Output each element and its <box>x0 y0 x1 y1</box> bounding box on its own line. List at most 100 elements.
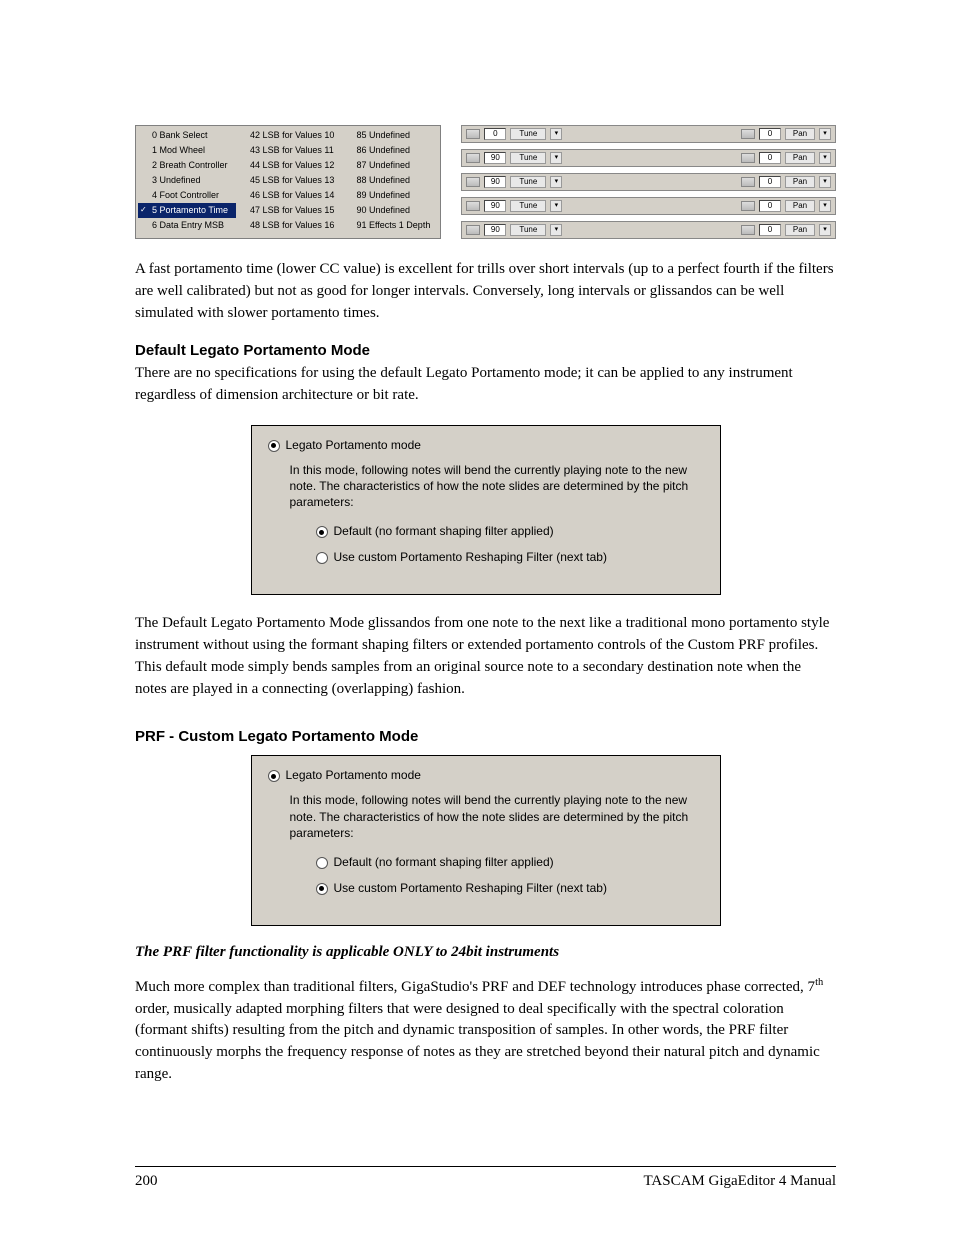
radio-icon <box>316 857 328 869</box>
cc-list-item[interactable]: 5 Portamento Time <box>138 203 236 218</box>
pan-slider[interactable] <box>741 153 755 163</box>
page-number: 200 <box>135 1173 158 1190</box>
cc-list-item[interactable]: 2 Breath Controller <box>138 158 236 173</box>
manual-title: TASCAM GigaEditor 4 Manual <box>643 1173 836 1190</box>
heading-default-mode: Default Legato Portamento Mode <box>135 342 836 359</box>
tune-value[interactable]: 90 <box>484 224 506 236</box>
heading-prf-mode: PRF - Custom Legato Portamento Mode <box>135 728 836 745</box>
ui-box-prf-mode: Legato Portamento mode In this mode, fol… <box>251 755 721 926</box>
pan-value[interactable]: 0 <box>759 128 781 140</box>
custom-prf-option-radio[interactable]: Use custom Portamento Reshaping Filter (… <box>316 550 704 564</box>
tune-value[interactable]: 90 <box>484 200 506 212</box>
cc-list-item[interactable]: 90 Undefined <box>342 203 438 218</box>
cc-list-item[interactable]: 4 Foot Controller <box>138 188 236 203</box>
track-controls: 0 Tune ▾ 0 Pan ▾ 90 Tune ▾ 0 Pan ▾ 90 Tune ▾ 0 Pan ▾ 90 Tun… <box>461 125 836 239</box>
radio-icon <box>316 552 328 564</box>
dropdown-icon[interactable]: ▾ <box>819 128 831 140</box>
pan-slider[interactable] <box>741 201 755 211</box>
tune-value[interactable]: 90 <box>484 152 506 164</box>
control-row: 90Tune▾0Pan▾ <box>461 173 836 191</box>
control-row: 90Tune▾0Pan▾ <box>461 149 836 167</box>
dropdown-icon[interactable]: ▾ <box>819 200 831 212</box>
page: 0 Bank Select1 Mod Wheel2 Breath Control… <box>0 0 954 1250</box>
cc-list-item[interactable]: 45 LSB for Values 13 <box>236 173 342 188</box>
cc-list-column: 0 Bank Select1 Mod Wheel2 Breath Control… <box>138 128 236 236</box>
pan-slider[interactable] <box>741 129 755 139</box>
tune-slider[interactable] <box>466 153 480 163</box>
legato-mode-radio[interactable]: Legato Portamento mode <box>268 438 704 452</box>
para4-part-b: order, musically adapted morphing filter… <box>135 1001 820 1082</box>
custom-prf-option-radio[interactable]: Use custom Portamento Reshaping Filter (… <box>316 881 704 895</box>
page-footer: 200 TASCAM GigaEditor 4 Manual <box>135 1166 836 1190</box>
dropdown-icon[interactable]: ▾ <box>550 224 562 236</box>
cc-list-item[interactable]: 1 Mod Wheel <box>138 143 236 158</box>
pan-label: Pan <box>785 224 815 236</box>
tune-value[interactable]: 0 <box>484 128 506 140</box>
radio-icon <box>268 770 280 782</box>
legato-mode-label: Legato Portamento mode <box>286 438 421 452</box>
dropdown-icon[interactable]: ▾ <box>550 152 562 164</box>
default-option-radio[interactable]: Default (no formant shaping filter appli… <box>316 524 704 538</box>
dropdown-icon[interactable]: ▾ <box>819 224 831 236</box>
tune-value[interactable]: 90 <box>484 176 506 188</box>
pan-value[interactable]: 0 <box>759 224 781 236</box>
pan-value[interactable]: 0 <box>759 152 781 164</box>
cc-list-item[interactable]: 3 Undefined <box>138 173 236 188</box>
dropdown-icon[interactable]: ▾ <box>819 152 831 164</box>
pan-label: Pan <box>785 128 815 140</box>
dropdown-icon[interactable]: ▾ <box>550 176 562 188</box>
tune-label: Tune <box>510 200 546 212</box>
pan-label: Pan <box>785 200 815 212</box>
top-graphics-row: 0 Bank Select1 Mod Wheel2 Breath Control… <box>135 125 836 239</box>
pan-slider[interactable] <box>741 177 755 187</box>
radio-icon <box>316 883 328 895</box>
cc-list-item[interactable]: 43 LSB for Values 11 <box>236 143 342 158</box>
cc-list-column: 85 Undefined86 Undefined87 Undefined88 U… <box>342 128 438 236</box>
radio-icon <box>316 526 328 538</box>
default-option-label: Default (no formant shaping filter appli… <box>334 855 554 869</box>
pan-slider[interactable] <box>741 225 755 235</box>
legato-mode-radio[interactable]: Legato Portamento mode <box>268 768 704 782</box>
default-option-label: Default (no formant shaping filter appli… <box>334 524 554 538</box>
tune-label: Tune <box>510 176 546 188</box>
tune-label: Tune <box>510 224 546 236</box>
dropdown-icon[interactable]: ▾ <box>819 176 831 188</box>
radio-icon <box>268 440 280 452</box>
cc-list-item[interactable]: 47 LSB for Values 15 <box>236 203 342 218</box>
superscript-th: th <box>815 977 823 988</box>
cc-list-item[interactable]: 48 LSB for Values 16 <box>236 218 342 233</box>
control-row: 90 Tune ▾ 0 Pan ▾ <box>461 221 836 239</box>
custom-prf-option-label: Use custom Portamento Reshaping Filter (… <box>334 550 607 564</box>
tune-label: Tune <box>510 152 546 164</box>
cc-list-item[interactable]: 88 Undefined <box>342 173 438 188</box>
default-option-radio[interactable]: Default (no formant shaping filter appli… <box>316 855 704 869</box>
control-row: 90 Tune ▾ 0 Pan ▾ <box>461 197 836 215</box>
cc-list-item[interactable]: 87 Undefined <box>342 158 438 173</box>
paragraph-3: The Default Legato Portamento Mode gliss… <box>135 613 836 700</box>
cc-list-item[interactable]: 0 Bank Select <box>138 128 236 143</box>
cc-list-item[interactable]: 85 Undefined <box>342 128 438 143</box>
cc-list-item[interactable]: 42 LSB for Values 10 <box>236 128 342 143</box>
prf-note: The PRF filter functionality is applicab… <box>135 944 836 961</box>
tune-slider[interactable] <box>466 177 480 187</box>
cc-list-item[interactable]: 91 Effects 1 Depth <box>342 218 438 233</box>
para4-part-a: Much more complex than traditional filte… <box>135 979 815 995</box>
tune-slider[interactable] <box>466 201 480 211</box>
cc-list-dropdown[interactable]: 0 Bank Select1 Mod Wheel2 Breath Control… <box>135 125 441 239</box>
legato-mode-desc: In this mode, following notes will bend … <box>290 462 704 511</box>
legato-mode-desc: In this mode, following notes will bend … <box>290 792 704 841</box>
cc-list-item[interactable]: 89 Undefined <box>342 188 438 203</box>
dropdown-icon[interactable]: ▾ <box>550 128 562 140</box>
pan-value[interactable]: 0 <box>759 200 781 212</box>
cc-list-item[interactable]: 44 LSB for Values 12 <box>236 158 342 173</box>
cc-list-item[interactable]: 86 Undefined <box>342 143 438 158</box>
dropdown-icon[interactable]: ▾ <box>550 200 562 212</box>
tune-slider[interactable] <box>466 225 480 235</box>
paragraph-2: There are no specifications for using th… <box>135 363 836 407</box>
pan-value[interactable]: 0 <box>759 176 781 188</box>
paragraph-4: Much more complex than traditional filte… <box>135 975 836 1086</box>
tune-slider[interactable] <box>466 129 480 139</box>
custom-prf-option-label: Use custom Portamento Reshaping Filter (… <box>334 881 607 895</box>
cc-list-item[interactable]: 46 LSB for Values 14 <box>236 188 342 203</box>
cc-list-item[interactable]: 6 Data Entry MSB <box>138 218 236 233</box>
